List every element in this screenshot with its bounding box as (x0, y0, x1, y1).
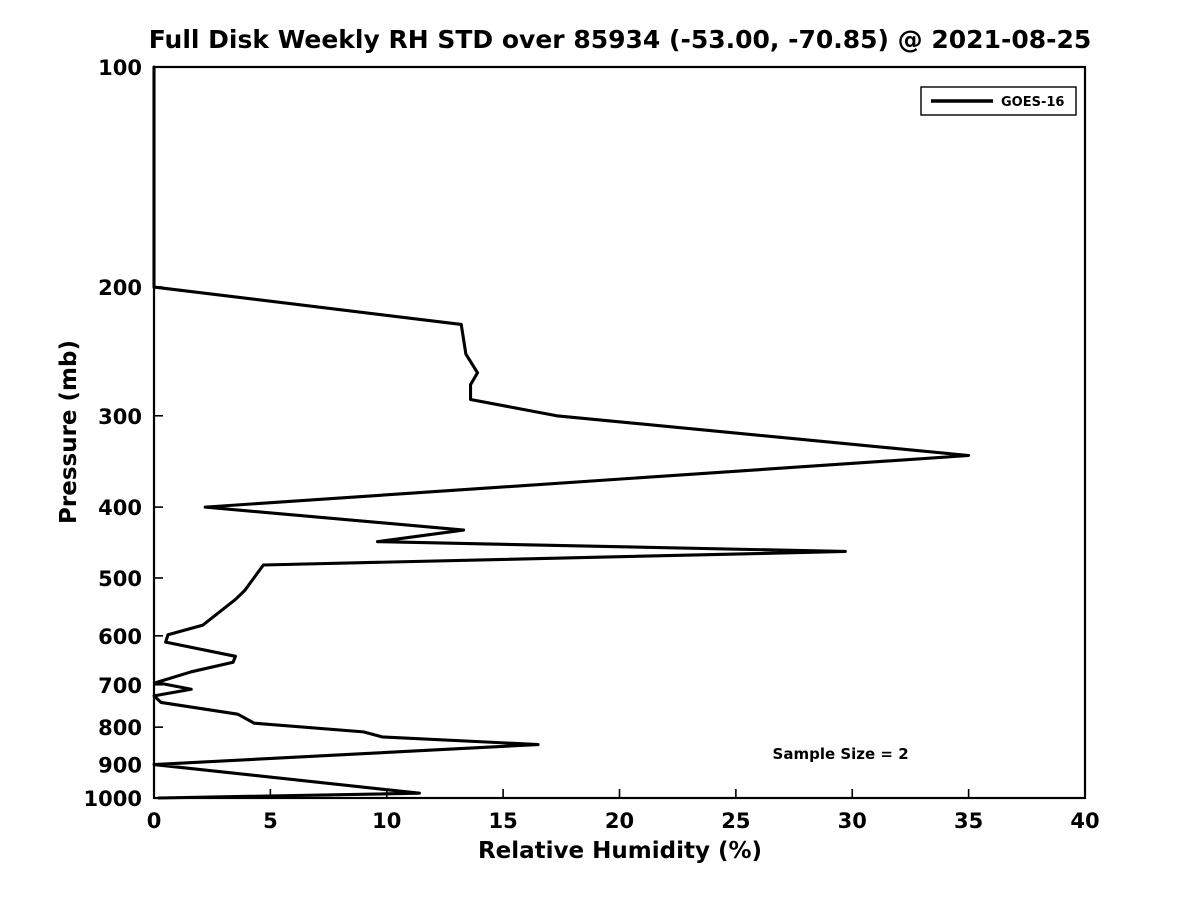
data-series-group (152, 65, 971, 800)
y-tick-label: 300 (98, 405, 142, 429)
chart-title: Full Disk Weekly RH STD over 85934 (-53.… (149, 25, 1092, 54)
sample-size-annotation: Sample Size = 2 (773, 745, 909, 763)
y-tick-label: 700 (98, 674, 142, 698)
y-tick-label: 100 (98, 56, 142, 80)
y-axis-ticks: 100 200 300 400 500 600 700 800 900 1000 (84, 56, 163, 811)
y-tick-label: 200 (98, 276, 142, 300)
x-tick-label: 20 (605, 809, 634, 833)
y-tick-label: 1000 (84, 787, 142, 811)
data-line-goes-16 (152, 65, 971, 800)
y-tick-label: 400 (98, 496, 142, 520)
x-tick-label: 30 (838, 809, 867, 833)
x-axis-title: Relative Humidity (%) (478, 838, 762, 864)
x-tick-label: 15 (489, 809, 518, 833)
x-tick-label: 5 (263, 809, 278, 833)
x-tick-label: 40 (1070, 809, 1099, 833)
plot-axes-frame (152, 65, 1087, 800)
annotations-group: Sample Size = 2 (773, 745, 909, 763)
x-tick-label: 0 (147, 809, 162, 833)
y-tick-label: 600 (98, 625, 142, 649)
legend-label-goes-16: GOES-16 (1001, 95, 1064, 110)
y-tick-label: 500 (98, 567, 142, 591)
chart-legend: GOES-16 (920, 86, 1077, 116)
x-tick-label: 10 (372, 809, 401, 833)
y-tick-label: 800 (98, 716, 142, 740)
y-axis-title: Pressure (mb) (56, 340, 82, 524)
x-tick-label: 25 (721, 809, 750, 833)
x-tick-label: 35 (954, 809, 983, 833)
y-tick-label: 900 (98, 754, 142, 778)
x-axis-ticks: 0 5 10 15 20 25 30 35 40 (147, 789, 1100, 833)
